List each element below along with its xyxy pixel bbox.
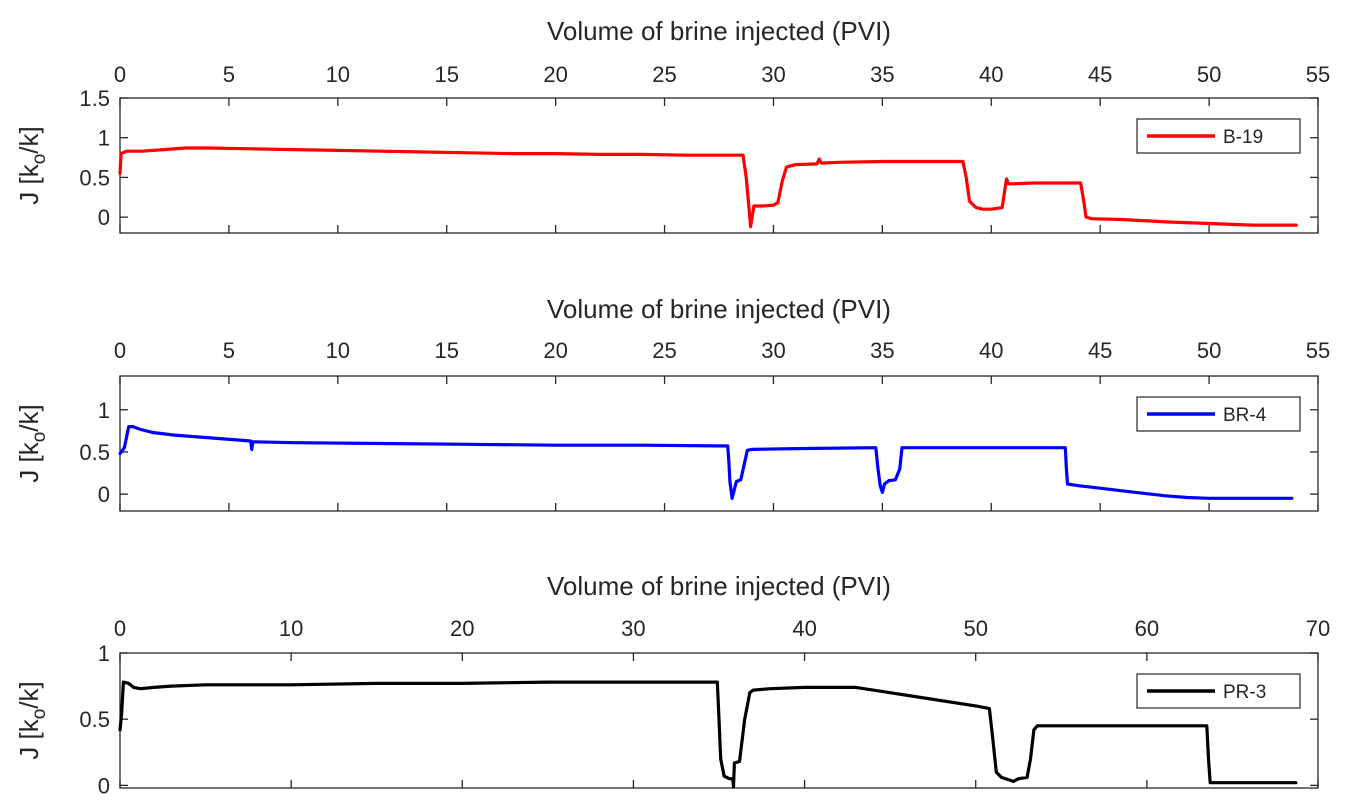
x-tick-label: 0 — [114, 616, 126, 641]
legend-label: B-19 — [1223, 127, 1263, 148]
y-tick-label: 0 — [98, 773, 110, 798]
x-tick-label: 35 — [870, 62, 894, 87]
x-tick-label: 20 — [543, 338, 567, 363]
x-tick-label: 25 — [652, 62, 676, 87]
x-tick-label: 40 — [979, 62, 1003, 87]
y-axis-title-tail: /k] — [14, 404, 44, 431]
y-tick-label: 1 — [98, 398, 110, 423]
legend-label: PR-3 — [1223, 682, 1266, 703]
y-axis-title-subscript: o — [29, 154, 50, 165]
y-tick-label: 0.5 — [79, 707, 110, 732]
y-axis-title-main: J [k — [14, 441, 44, 482]
legend-label: BR-4 — [1223, 405, 1267, 426]
series-line-PR-3 — [118, 680, 1298, 789]
y-axis-title-tail: /k] — [14, 126, 44, 153]
x-tick-label: 60 — [1135, 616, 1159, 641]
x-tick-label: 0 — [114, 338, 126, 363]
x-tick-label: 35 — [870, 338, 894, 363]
x-tick-label: 40 — [979, 338, 1003, 363]
x-axis-title: Volume of brine injected (PVI) — [547, 571, 891, 601]
y-tick-label: 0.5 — [79, 440, 110, 465]
y-tick-label: 0.5 — [79, 165, 110, 190]
x-tick-label: 5 — [223, 338, 235, 363]
x-tick-label: 5 — [223, 62, 235, 87]
y-tick-label: 0 — [98, 482, 110, 507]
y-axis-title-subscript: o — [29, 709, 50, 720]
x-tick-label: 55 — [1306, 62, 1330, 87]
chart-panel-1: 0 5 10 15 20 25 30 35 40 45 50 55 0 0.5 1 1.5 Volume of … — [14, 16, 1330, 234]
x-tick-label: 10 — [326, 62, 350, 87]
y-axis-title: J [ko/k] — [14, 681, 50, 759]
plot-area-box — [119, 375, 1319, 512]
x-tick-label: 50 — [1197, 338, 1221, 363]
series-line-B-19 — [118, 146, 1298, 229]
y-axis-title-main: J [k — [14, 718, 44, 759]
x-tick-label: 70 — [1306, 616, 1330, 641]
y-tick-label: 1 — [98, 126, 110, 151]
x-axis-title: Volume of brine injected (PVI) — [547, 16, 891, 46]
x-tick-label: 15 — [434, 338, 458, 363]
x-tick-label: 15 — [434, 62, 458, 87]
x-tick-label: 50 — [1197, 62, 1221, 87]
x-axis-title: Volume of brine injected (PVI) — [547, 294, 891, 324]
x-tick-label: 30 — [761, 338, 785, 363]
chart-panel-2: 0 5 10 15 20 25 30 35 40 45 50 55 0 0.5 1 Volume of bri… — [14, 294, 1330, 512]
y-tick-label: 1 — [98, 641, 110, 666]
x-tick-label: 45 — [1088, 62, 1112, 87]
x-tick-label: 30 — [761, 62, 785, 87]
x-tick-label: 25 — [652, 338, 676, 363]
x-tick-label: 45 — [1088, 338, 1112, 363]
x-tick-label: 50 — [963, 616, 987, 641]
x-tick-label: 20 — [450, 616, 474, 641]
y-axis-title-subscript: o — [29, 432, 50, 443]
y-tick-label: 1.5 — [79, 86, 110, 111]
x-tick-label: 10 — [279, 616, 303, 641]
y-tick-label: 0 — [98, 205, 110, 230]
y-axis-title: J [ko/k] — [14, 126, 50, 204]
x-tick-label: 40 — [792, 616, 816, 641]
x-tick-label: 20 — [543, 62, 567, 87]
x-tick-label: 55 — [1306, 338, 1330, 363]
y-axis-title-tail: /k] — [14, 681, 44, 708]
series-line-BR-4 — [118, 425, 1294, 500]
x-tick-label: 0 — [114, 62, 126, 87]
chart-panel-3: 0 10 20 30 40 50 60 70 0 0.5 1 Volume of brine inje… — [14, 571, 1330, 798]
x-tick-label: 30 — [621, 616, 645, 641]
y-axis-title: J [ko/k] — [14, 404, 50, 482]
x-tick-label: 10 — [326, 338, 350, 363]
y-axis-title-main: J [k — [14, 163, 44, 204]
